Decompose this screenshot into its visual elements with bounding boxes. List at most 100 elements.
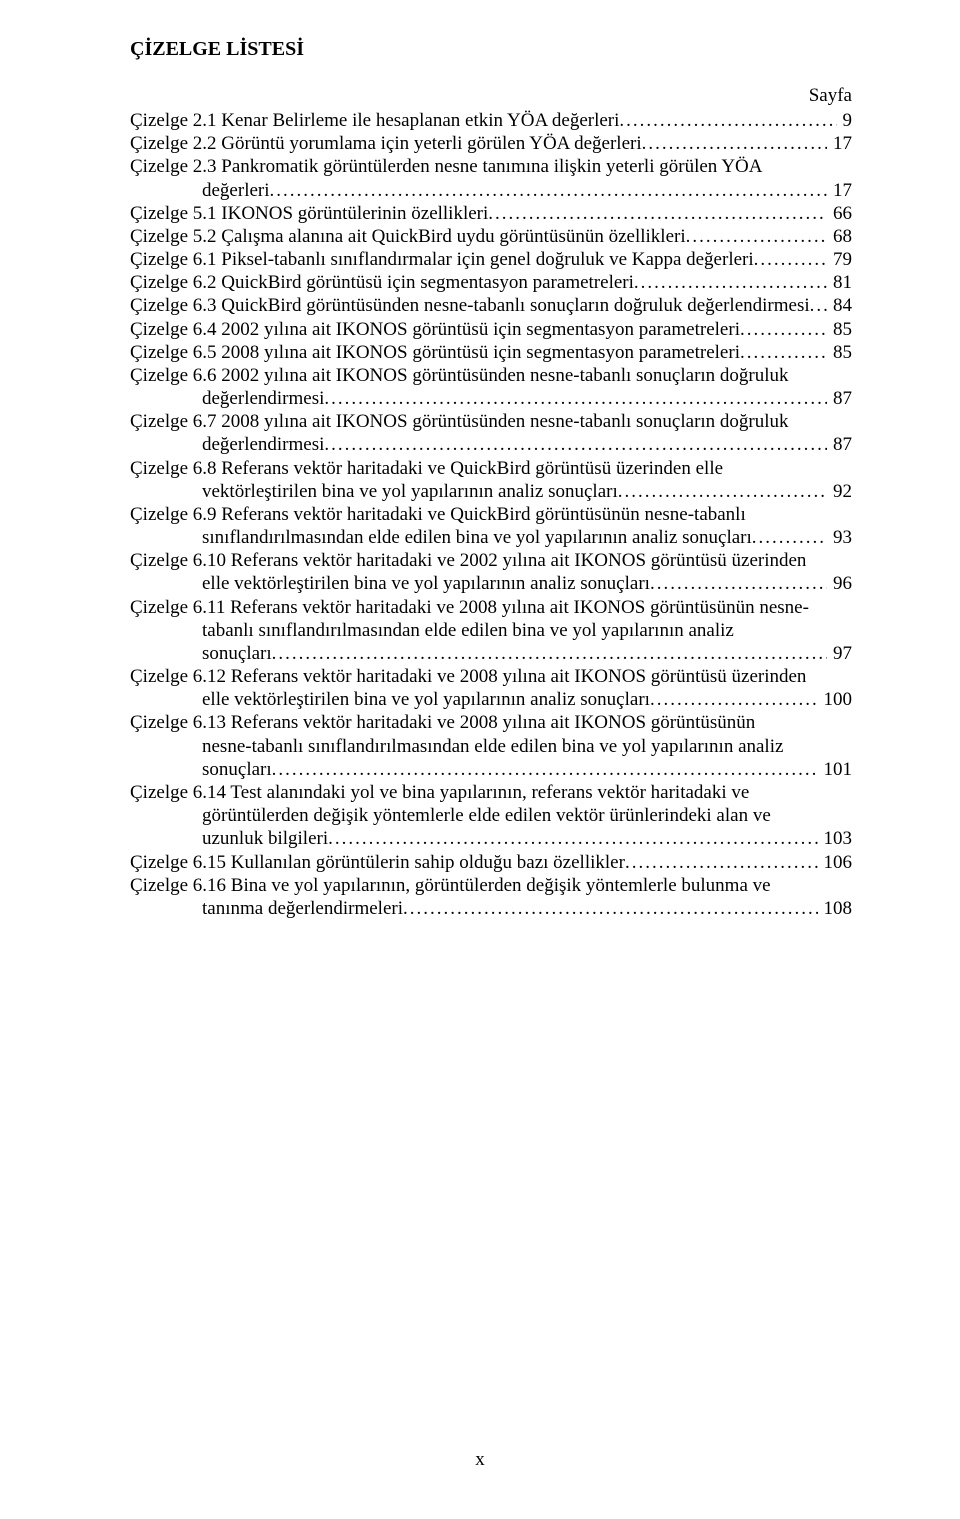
toc-entry-text: değerleri: [202, 179, 270, 202]
toc-entry: Çizelge 6.16 Bina ve yol yapılarının, gö…: [130, 874, 852, 920]
toc-entry-leader: Çizelge 5.2 Çalışma alanına ait QuickBir…: [130, 225, 852, 248]
leader-dots: [752, 526, 827, 549]
toc-entry-leader: elle vektörleştirilen bina ve yol yapıla…: [130, 688, 852, 711]
toc-entry-leader: sonuçları 97: [130, 642, 852, 665]
toc-entry: Çizelge 6.13 Referans vektör haritadaki …: [130, 711, 852, 781]
toc-entry-text: Çizelge 6.4 2002 yılına ait IKONOS görün…: [130, 318, 740, 341]
leader-dots: [272, 642, 827, 665]
toc-entry: Çizelge 2.2 Görüntü yorumlama için yeter…: [130, 132, 852, 155]
toc-entry-page: 9: [837, 109, 853, 132]
toc-entry-line: nesne-tabanlı sınıflandırılmasından elde…: [130, 735, 852, 758]
toc-entry-leader: sonuçları 101: [130, 758, 852, 781]
leader-dots: [618, 480, 827, 503]
toc-entry-page: 17: [827, 132, 852, 155]
toc-entry-page: 97: [827, 642, 852, 665]
leader-dots: [754, 248, 827, 271]
toc-entry-leader: Çizelge 6.3 QuickBird görüntüsünden nesn…: [130, 294, 852, 317]
toc-entry: Çizelge 5.2 Çalışma alanına ait QuickBir…: [130, 225, 852, 248]
toc-entry-line: tabanlı sınıflandırılmasından elde edile…: [130, 619, 852, 642]
toc-entry-page: 84: [827, 294, 852, 317]
leader-dots: [324, 433, 827, 456]
toc-entry-leader: Çizelge 2.2 Görüntü yorumlama için yeter…: [130, 132, 852, 155]
toc-entry: Çizelge 6.2 QuickBird görüntüsü için seg…: [130, 271, 852, 294]
toc-entry-page: 92: [827, 480, 852, 503]
toc-entry: Çizelge 6.10 Referans vektör haritadaki …: [130, 549, 852, 595]
toc-entry-line: Çizelge 6.12 Referans vektör haritadaki …: [130, 665, 852, 688]
toc-entry-text: uzunluk bilgileri: [202, 827, 328, 850]
toc-entry-leader: elle vektörleştirilen bina ve yol yapıla…: [130, 572, 852, 595]
leader-dots: [625, 851, 818, 874]
leader-dots: [488, 202, 827, 225]
toc-entry-line: Çizelge 6.14 Test alanındaki yol ve bina…: [130, 781, 852, 804]
footer-page-number: x: [0, 1449, 960, 1471]
leader-dots: [650, 688, 818, 711]
leader-dots: [740, 341, 827, 364]
toc-entry: Çizelge 2.1 Kenar Belirleme ile hesaplan…: [130, 109, 852, 132]
leader-dots: [810, 294, 827, 317]
toc-entry-leader: Çizelge 2.1 Kenar Belirleme ile hesaplan…: [130, 109, 852, 132]
toc-entry-text: değerlendirmesi: [202, 433, 324, 456]
toc-entry-leader: Çizelge 5.1 IKONOS görüntülerinin özelli…: [130, 202, 852, 225]
leader-dots: [324, 387, 827, 410]
toc-entry-text: tanınma değerlendirmeleri: [202, 897, 403, 920]
toc-entry-page: 87: [827, 387, 852, 410]
toc-entry: Çizelge 6.3 QuickBird görüntüsünden nesn…: [130, 294, 852, 317]
toc-entry-leader: uzunluk bilgileri 103: [130, 827, 852, 850]
toc-entry-page: 81: [827, 271, 852, 294]
toc-entry-leader: vektörleştirilen bina ve yol yapılarının…: [130, 480, 852, 503]
toc-entry-page: 106: [818, 851, 853, 874]
toc-entry-text: elle vektörleştirilen bina ve yol yapıla…: [202, 572, 650, 595]
toc-entry-leader: değerleri17: [130, 179, 852, 202]
leader-dots: [686, 225, 827, 248]
toc-entry: Çizelge 6.6 2002 yılına ait IKONOS görün…: [130, 364, 852, 410]
toc-entry-page: 96: [827, 572, 852, 595]
toc-entry-page: 87: [827, 433, 852, 456]
toc-entry-text: Çizelge 5.2 Çalışma alanına ait QuickBir…: [130, 225, 686, 248]
toc-entry-leader: değerlendirmesi 87: [130, 433, 852, 456]
toc-entry-leader: sınıflandırılmasından elde edilen bina v…: [130, 526, 852, 549]
list-title: ÇİZELGE LİSTESİ: [130, 38, 852, 61]
toc-entry-page: 101: [818, 758, 853, 781]
toc-entry: Çizelge 6.14 Test alanındaki yol ve bina…: [130, 781, 852, 851]
toc-entry-text: sonuçları: [202, 642, 272, 665]
toc-entry-text: vektörleştirilen bina ve yol yapılarının…: [202, 480, 618, 503]
toc-entry-leader: Çizelge 6.2 QuickBird görüntüsü için seg…: [130, 271, 852, 294]
leader-dots: [272, 758, 818, 781]
toc-entry: Çizelge 6.8 Referans vektör haritadaki v…: [130, 457, 852, 503]
leader-dots: [403, 897, 818, 920]
toc-entry-line: Çizelge 6.10 Referans vektör haritadaki …: [130, 549, 852, 572]
toc-entry-text: Çizelge 6.3 QuickBird görüntüsünden nesn…: [130, 294, 810, 317]
leader-dots: [619, 109, 836, 132]
toc-entry-text: sonuçları: [202, 758, 272, 781]
toc-entry-line: Çizelge 2.3 Pankromatik görüntülerden ne…: [130, 155, 852, 178]
toc-entry-page: 66: [827, 202, 852, 225]
toc-entry: Çizelge 6.15 Kullanılan görüntülerin sah…: [130, 851, 852, 874]
toc-entry-line: Çizelge 6.8 Referans vektör haritadaki v…: [130, 457, 852, 480]
toc-entry-line: Çizelge 6.7 2008 yılına ait IKONOS görün…: [130, 410, 852, 433]
toc-entry-leader: Çizelge 6.1 Piksel-tabanlı sınıflandırma…: [130, 248, 852, 271]
toc-entry: Çizelge 6.11 Referans vektör haritadaki …: [130, 596, 852, 666]
toc-entry-page: 93: [827, 526, 852, 549]
toc-entry-line: görüntülerden değişik yöntemlerle elde e…: [130, 804, 852, 827]
toc-entry: Çizelge 5.1 IKONOS görüntülerinin özelli…: [130, 202, 852, 225]
toc-entry-line: Çizelge 6.11 Referans vektör haritadaki …: [130, 596, 852, 619]
toc-entry-page: 103: [818, 827, 853, 850]
leader-dots: [328, 827, 817, 850]
page-column-label: Sayfa: [130, 85, 852, 107]
toc-entry-text: Çizelge 6.1 Piksel-tabanlı sınıflandırma…: [130, 248, 754, 271]
toc-entry-leader: Çizelge 6.4 2002 yılına ait IKONOS görün…: [130, 318, 852, 341]
toc-entry-page: 108: [818, 897, 853, 920]
toc-entry-line: Çizelge 6.16 Bina ve yol yapılarının, gö…: [130, 874, 852, 897]
toc-entry-page: 79: [827, 248, 852, 271]
toc-container: Çizelge 2.1 Kenar Belirleme ile hesaplan…: [130, 109, 852, 920]
toc-entry-leader: Çizelge 6.5 2008 yılına ait IKONOS görün…: [130, 341, 852, 364]
toc-entry: Çizelge 6.7 2008 yılına ait IKONOS görün…: [130, 410, 852, 456]
toc-entry-text: Çizelge 5.1 IKONOS görüntülerinin özelli…: [130, 202, 488, 225]
toc-entry-page: 85: [827, 341, 852, 364]
toc-entry-page: 68: [827, 225, 852, 248]
toc-entry: Çizelge 6.4 2002 yılına ait IKONOS görün…: [130, 318, 852, 341]
toc-entry-text: Çizelge 2.1 Kenar Belirleme ile hesaplan…: [130, 109, 619, 132]
toc-entry-leader: tanınma değerlendirmeleri 108: [130, 897, 852, 920]
toc-entry: Çizelge 6.1 Piksel-tabanlı sınıflandırma…: [130, 248, 852, 271]
leader-dots: [650, 572, 827, 595]
